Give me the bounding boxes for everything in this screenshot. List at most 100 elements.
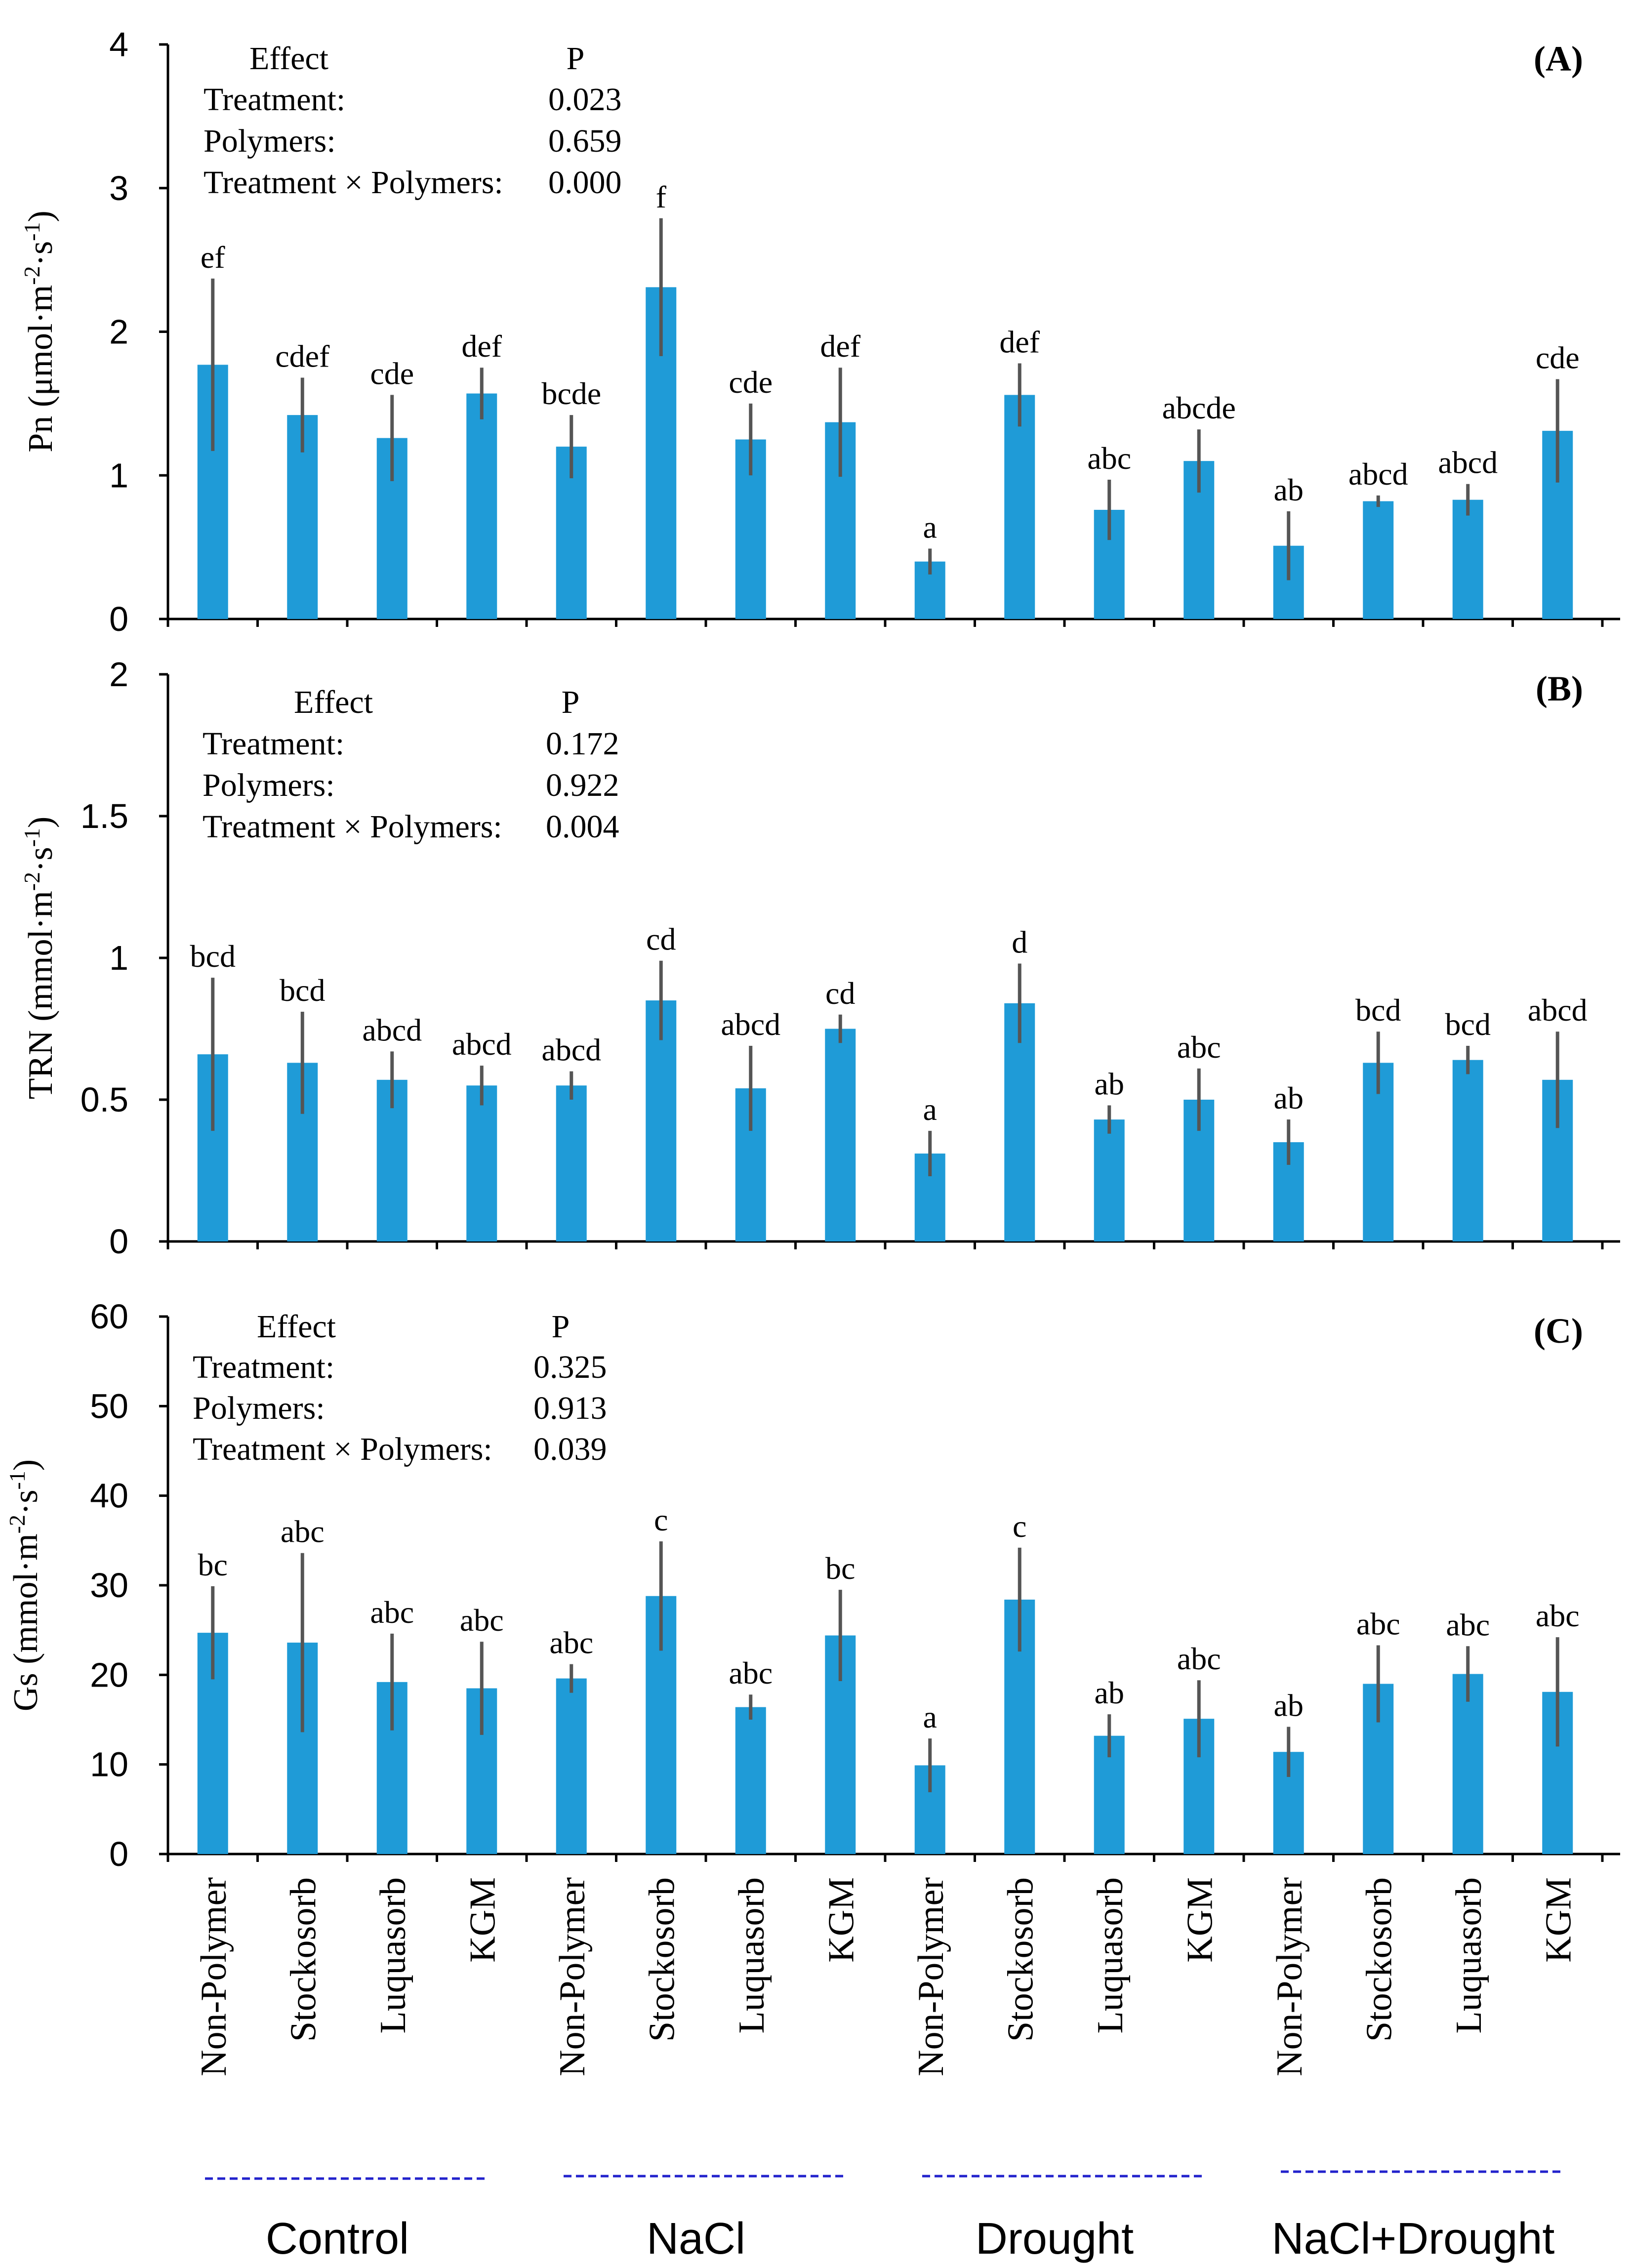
stats-effect-header: Effect [294,684,373,720]
group-label: NaCl [647,2214,745,2264]
stats-row-p: 0.172 [546,726,619,762]
significance-letter: def [461,329,502,364]
bar [646,1000,677,1241]
significance-letter: bc [825,1551,855,1586]
y-tick-label: 3 [109,169,128,207]
group-labels: Control NaCl Drought NaCl+Drought [205,2170,1565,2264]
stats-effect-header: Effect [249,41,328,77]
bar [1004,395,1035,619]
significance-letter: abc [1177,1030,1221,1065]
category-label: KGM [462,1877,503,1963]
significance-letter: ab [1274,1688,1304,1723]
significance-letter: f [656,179,667,214]
significance-letter: abcde [1162,390,1236,425]
significance-letter: abc [1177,1641,1221,1676]
bar [1363,501,1394,619]
stats-row-label: Treatment: [204,82,345,118]
y-axis-label: Pn (μmol·m-2·s-1) [19,210,60,452]
y-tick-label: 20 [90,1655,128,1694]
significance-letter: abc [1446,1607,1490,1642]
stats-row-p: 0.000 [548,165,622,201]
category-label: Non-Polymer [194,1877,234,2076]
significance-letter: c [1013,1509,1026,1544]
y-tick-label: 2 [109,313,128,351]
significance-letter: abcd [721,1007,780,1042]
significance-letter: def [999,324,1040,359]
significance-letter: def [820,329,860,364]
significance-letter: abc [460,1603,504,1638]
y-axis-label: TRN (mmol·m-2·s-1) [19,817,60,1099]
stats-row-label: Polymers: [203,767,335,803]
significance-letter: a [923,510,937,545]
significance-letter: abcd [1528,992,1588,1028]
category-label: Stockosorb [1359,1877,1399,2042]
bar [1094,1119,1125,1241]
significance-letter: a [923,1699,937,1734]
group-label: NaCl+Drought [1272,2214,1555,2264]
y-tick-label: 1 [109,456,128,495]
category-label: KGM [821,1877,861,1963]
significance-letter: bcde [541,376,601,411]
category-labels: Non-Polymer Stockosorb Luquasorb KGM Non-Pol… [194,1877,1579,2076]
bar [825,1029,856,1241]
significance-letter: abcd [362,1012,422,1047]
significance-letter: bcd [280,973,325,1008]
significance-letter: abc [281,1514,325,1549]
significance-letter: abcd [1348,456,1408,492]
significance-letter: abc [729,1655,773,1691]
significance-letter: ab [1095,1675,1124,1710]
y-tick-label: 0 [109,1222,128,1261]
y-tick-label: 40 [90,1477,128,1515]
y-tick-label: 60 [90,1297,128,1336]
category-label: Luquasorb [1449,1877,1489,2034]
stats-row-p: 0.039 [533,1431,607,1467]
category-label: Luquasorb [732,1877,772,2034]
stats-row-label: Treatment × Polymers: [203,809,502,845]
significance-letter: abcd [1438,445,1498,480]
stats-row-p: 0.004 [546,809,619,845]
category-label: Non-Polymer [552,1877,593,2076]
significance-letter: bc [198,1547,228,1582]
bar [1452,1674,1483,1854]
category-label: Stockosorb [642,1877,682,2042]
significance-letter: abc [1356,1606,1400,1641]
significance-letter: abc [370,1595,414,1630]
panel-label: (A) [1534,39,1583,79]
stats-row-p: 0.023 [548,82,622,118]
significance-letter: abc [1087,441,1131,476]
bar [1452,499,1483,619]
bar [556,1678,587,1854]
stats-effect-header: Effect [257,1309,336,1345]
y-tick-label: 10 [90,1745,128,1784]
category-label: Stockosorb [1000,1877,1041,2042]
category-label: KGM [1538,1877,1579,1963]
significance-letter: ab [1274,1080,1304,1115]
significance-letter: bcd [1445,1007,1491,1042]
significance-letter: abc [549,1625,593,1660]
category-label: Luquasorb [373,1877,413,2034]
y-tick-label: 50 [90,1387,128,1425]
bar [466,393,497,619]
significance-letter: a [923,1092,937,1127]
category-label: Stockosorb [283,1877,324,2042]
significance-letter: abcd [452,1027,512,1062]
y-tick-label: 0 [109,1835,128,1873]
y-tick-label: 30 [90,1566,128,1605]
y-tick-label: 4 [109,25,128,64]
significance-letter: cdef [275,339,330,374]
bar [466,1085,497,1241]
category-label: KGM [1180,1877,1220,1963]
bar [556,1085,587,1241]
significance-letter: c [654,1502,668,1537]
significance-letter: ab [1095,1066,1124,1101]
stats-row-p: 0.659 [548,123,622,159]
stats-row-p: 0.922 [546,767,619,803]
significance-letter: abc [1536,1598,1580,1633]
bar [735,1707,766,1854]
significance-letter: d [1012,924,1027,959]
y-tick-label: 1.5 [81,797,128,835]
significance-letter: cde [1536,340,1580,375]
y-tick-label: 0.5 [81,1080,128,1119]
panel-label: (C) [1534,1311,1583,1351]
